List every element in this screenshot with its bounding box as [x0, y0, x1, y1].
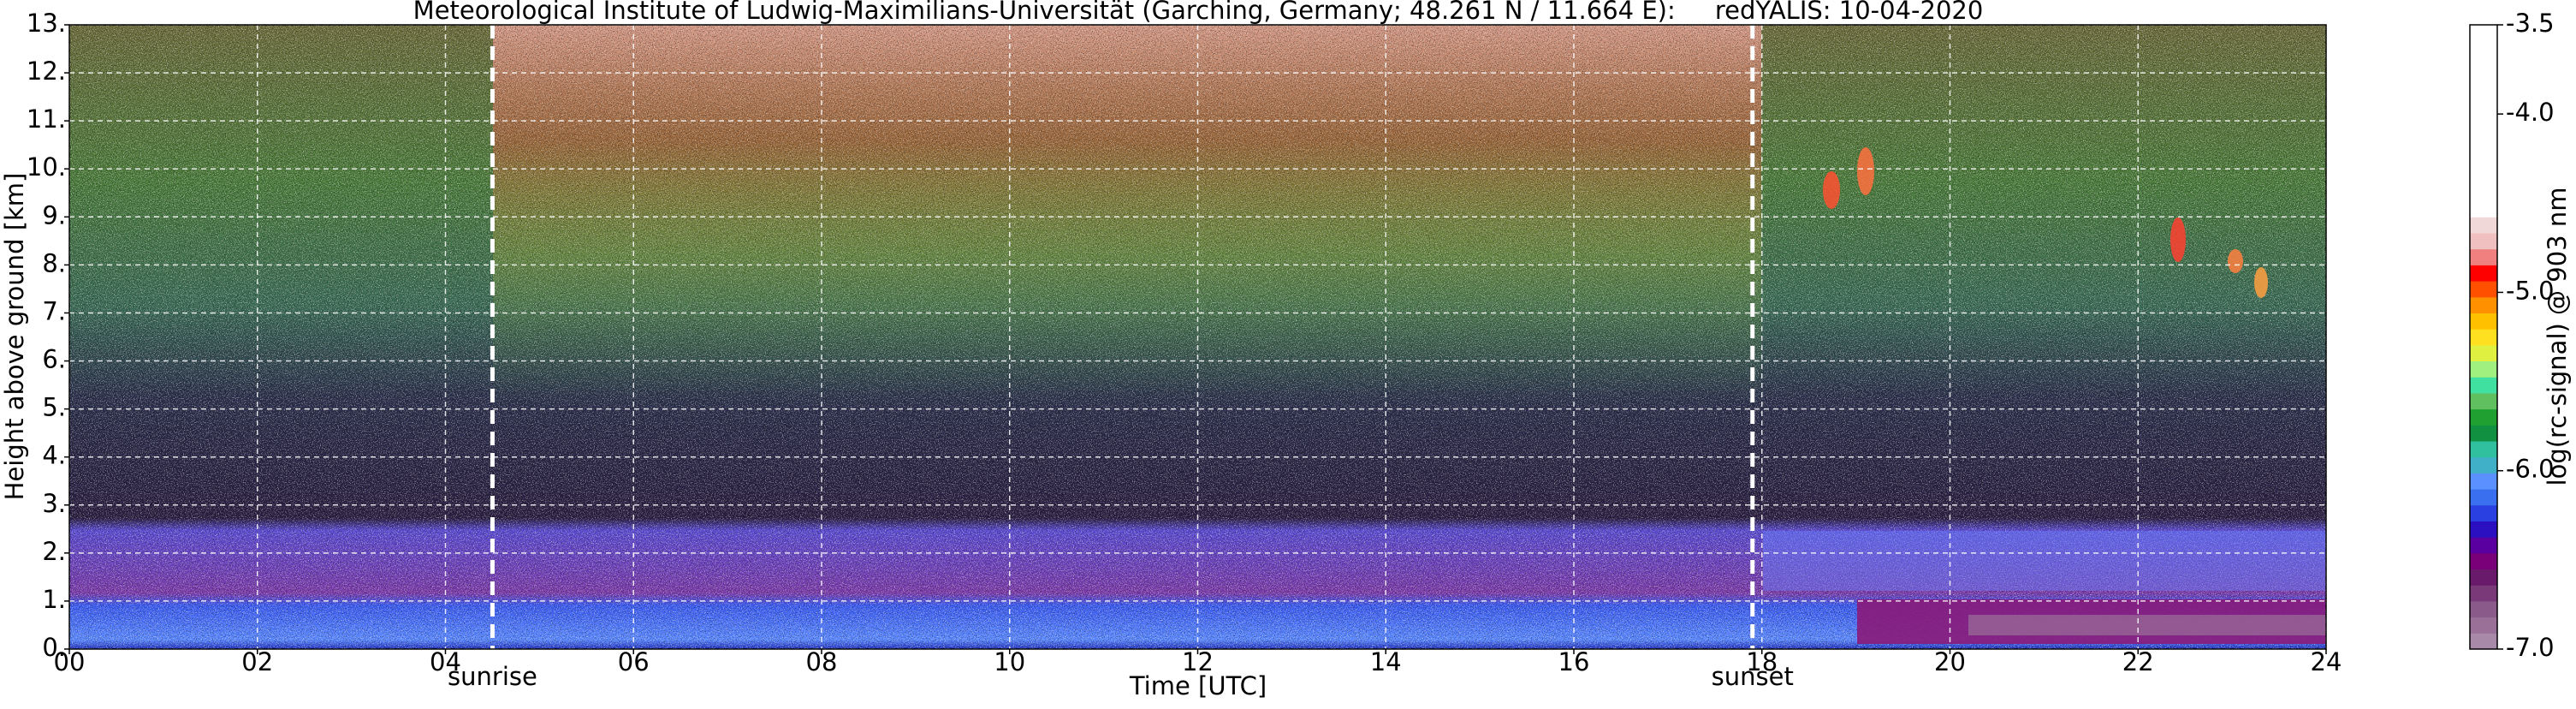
y-tick-label: 8. [42, 248, 66, 277]
colorbar-segment [2470, 537, 2497, 554]
x-tick-label: 10 [994, 647, 1025, 676]
colorbar-segment [2470, 40, 2497, 57]
y-tick-label: 6. [42, 345, 66, 374]
colorbar-segment [2470, 313, 2497, 330]
colorbar-segment [2470, 360, 2497, 378]
x-tick-label: 04 [430, 647, 461, 676]
colorbar-segment [2470, 552, 2497, 570]
colorbar-tick-label: -3.5 [2506, 9, 2555, 38]
x-tick-label: 12 [1182, 647, 1214, 676]
colorbar-segment [2470, 217, 2497, 234]
x-tick-label: 20 [1934, 647, 1966, 676]
y-tick-label: 2. [42, 537, 66, 566]
x-tick-label: 24 [2311, 647, 2342, 676]
colorbar-segment [2470, 152, 2497, 170]
colorbar-segment [2470, 233, 2497, 250]
annotation-label: sunset [1712, 662, 1794, 691]
y-tick-label: 0. [42, 633, 66, 662]
colorbar-segment [2470, 104, 2497, 122]
colorbar-segment [2470, 425, 2497, 442]
colorbar-segment [2470, 600, 2497, 618]
colorbar-segment [2470, 329, 2497, 346]
colorbar-segment [2470, 489, 2497, 506]
y-tick-label: 7. [42, 296, 66, 325]
colorbar-segment [2470, 169, 2497, 186]
colorbar-segment [2470, 521, 2497, 538]
colorbar-segment [2470, 392, 2497, 410]
x-tick-label: 22 [2122, 647, 2154, 676]
colorbar-segment [2470, 121, 2497, 138]
y-tick-label: 5. [42, 393, 66, 422]
y-tick-label: 9. [42, 200, 66, 229]
x-tick-label: 16 [1558, 647, 1590, 676]
colorbar-segment [2470, 569, 2497, 586]
x-tick-label: 02 [241, 647, 273, 676]
colorbar-segment [2470, 585, 2497, 602]
x-tick-label: 18 [1746, 647, 1778, 676]
annotation-label: sunrise [448, 662, 537, 691]
colorbar-segment [2470, 473, 2497, 490]
colorbar-segment [2470, 57, 2497, 74]
y-tick-label: 13. [27, 9, 66, 38]
colorbar-segment [2470, 617, 2497, 634]
x-tick-label: 14 [1370, 647, 1402, 676]
y-tick-label: 4. [42, 441, 66, 470]
colorbar-segment [2470, 456, 2497, 474]
colorbar-tick-label: -5.0 [2506, 276, 2555, 305]
colorbar-segment [2470, 281, 2497, 298]
colorbar-tick-label: -6.0 [2506, 455, 2555, 484]
colorbar-segment [2470, 25, 2497, 42]
y-tick-label: 1. [42, 585, 66, 614]
chart-title: Meteorological Institute of Ludwig-Maxim… [413, 0, 1984, 25]
colorbar-segment [2470, 184, 2497, 202]
colorbar-segment [2470, 136, 2497, 154]
x-axis-label: Time [UTC] [1129, 671, 1267, 700]
y-tick-label: 3. [42, 489, 66, 518]
colorbar-segment [2470, 633, 2497, 650]
colorbar-segment [2470, 377, 2497, 394]
x-tick-label: 08 [806, 647, 838, 676]
colorbar-segment [2470, 408, 2497, 426]
colorbar-tick-label: -7.0 [2506, 633, 2555, 662]
y-tick-label: 12. [27, 57, 66, 86]
colorbar-segment [2470, 441, 2497, 458]
x-tick-label: 00 [54, 647, 86, 676]
colorbar-segment [2470, 344, 2497, 362]
colorbar-segment [2470, 504, 2497, 521]
colorbar-segment [2470, 88, 2497, 105]
colorbar-segment [2470, 73, 2497, 90]
colorbar-segment [2470, 200, 2497, 217]
colorbar-label: log(rc-signal) @ 903 nm [2543, 188, 2572, 486]
y-axis-label: Height above ground [km] [0, 173, 29, 501]
colorbar-segment [2470, 248, 2497, 265]
colorbar-segment [2470, 265, 2497, 282]
colorbar-tick-label: -4.0 [2506, 98, 2555, 127]
x-tick-label: 06 [618, 647, 650, 676]
y-tick-label: 10. [27, 152, 66, 182]
colorbar-segment [2470, 296, 2497, 313]
y-tick-label: 11. [27, 104, 66, 134]
colorbar-frame [2469, 24, 2498, 650]
